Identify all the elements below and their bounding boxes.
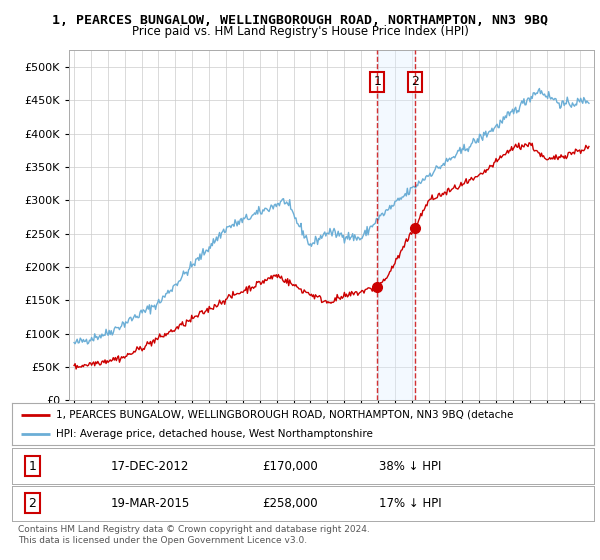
Text: 1: 1 (373, 76, 381, 88)
Text: 19-MAR-2015: 19-MAR-2015 (111, 497, 190, 510)
Text: £258,000: £258,000 (262, 497, 318, 510)
Text: HPI: Average price, detached house, West Northamptonshire: HPI: Average price, detached house, West… (56, 429, 373, 439)
Text: 2: 2 (28, 497, 37, 510)
Text: 17-DEC-2012: 17-DEC-2012 (111, 460, 190, 473)
Text: Price paid vs. HM Land Registry's House Price Index (HPI): Price paid vs. HM Land Registry's House … (131, 25, 469, 38)
Text: 2: 2 (411, 76, 419, 88)
Bar (377, 50, 415, 400)
Text: Contains HM Land Registry data © Crown copyright and database right 2024.
This d: Contains HM Land Registry data © Crown c… (18, 525, 370, 545)
Text: 1, PEARCES BUNGALOW, WELLINGBOROUGH ROAD, NORTHAMPTON, NN3 9BQ: 1, PEARCES BUNGALOW, WELLINGBOROUGH ROAD… (52, 14, 548, 27)
Text: 38% ↓ HPI: 38% ↓ HPI (379, 460, 441, 473)
Text: £170,000: £170,000 (262, 460, 318, 473)
Text: 1, PEARCES BUNGALOW, WELLINGBOROUGH ROAD, NORTHAMPTON, NN3 9BQ (detache: 1, PEARCES BUNGALOW, WELLINGBOROUGH ROAD… (56, 409, 513, 419)
Text: 17% ↓ HPI: 17% ↓ HPI (379, 497, 441, 510)
Text: 1: 1 (28, 460, 37, 473)
